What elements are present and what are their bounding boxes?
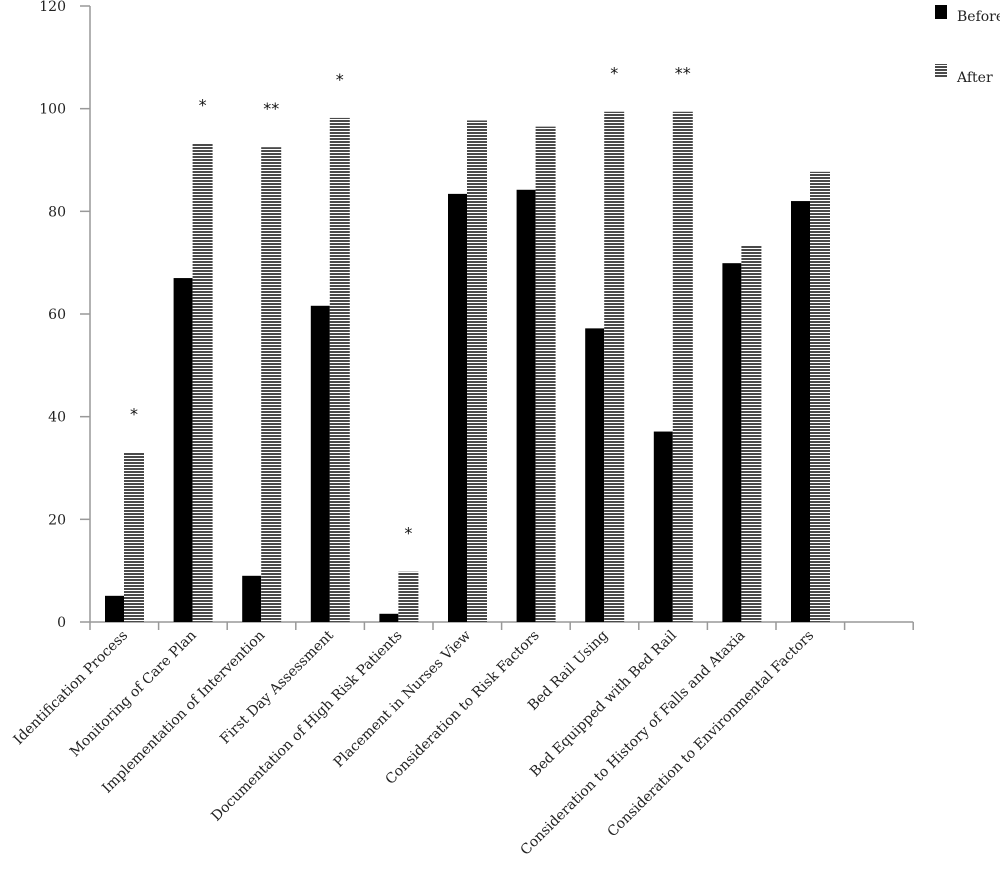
y-tick-label: 100	[39, 102, 66, 118]
bar-after	[329, 117, 350, 622]
y-tick-label: 120	[39, 0, 66, 15]
legend: Before After	[935, 5, 1000, 86]
bar-before	[310, 305, 330, 622]
category-label: Monitoring of Care Plan	[67, 628, 200, 761]
category-label: Consideration to Risk Factors	[382, 628, 542, 788]
y-tick-label: 40	[48, 410, 66, 426]
y-tick-label: 60	[48, 307, 66, 323]
bar-after	[604, 111, 625, 622]
significance-marker: *	[404, 524, 412, 543]
bar-after	[467, 120, 487, 623]
bar-before	[722, 263, 742, 622]
bar-before	[653, 431, 673, 622]
significance-marker: **	[675, 64, 691, 83]
bar-before	[585, 328, 605, 622]
bar-before	[105, 595, 124, 622]
significance-marker: *	[199, 96, 207, 115]
category-label: Identification Process	[11, 628, 132, 749]
bar-after	[261, 147, 282, 622]
legend-swatch-after	[935, 64, 947, 78]
bar-after	[741, 245, 762, 623]
y-tick-label: 20	[48, 512, 66, 528]
significance-marker: *	[610, 64, 618, 83]
bar-before	[448, 193, 467, 622]
y-tick-label: 0	[57, 615, 66, 631]
bar-before	[379, 613, 399, 622]
significance-marker: **	[263, 99, 279, 118]
bar-after	[124, 452, 144, 622]
category-label: Placement in Nurses View	[331, 628, 474, 771]
legend-swatch-before	[935, 5, 947, 19]
bar-before	[173, 278, 193, 622]
bar-before	[242, 575, 262, 622]
bar-after	[810, 171, 830, 622]
bar-after	[398, 571, 419, 622]
significance-marker: *	[336, 70, 344, 89]
y-tick-label: 80	[48, 204, 66, 220]
bar-before	[516, 189, 536, 623]
significance-marker: *	[130, 405, 138, 424]
legend-label-before: Before	[957, 9, 1000, 25]
category-label: Bed Equipped with Bed Rail	[527, 627, 680, 780]
legend-label-after: After	[956, 70, 993, 86]
bar-before	[791, 201, 810, 623]
category-label: First Day Assessment	[217, 627, 337, 747]
axes: 0 20 40 60 80 100 120	[39, 0, 914, 631]
bar-after	[192, 143, 213, 622]
bars	[105, 111, 830, 623]
bar-after	[535, 126, 556, 622]
bar-after	[672, 111, 693, 622]
